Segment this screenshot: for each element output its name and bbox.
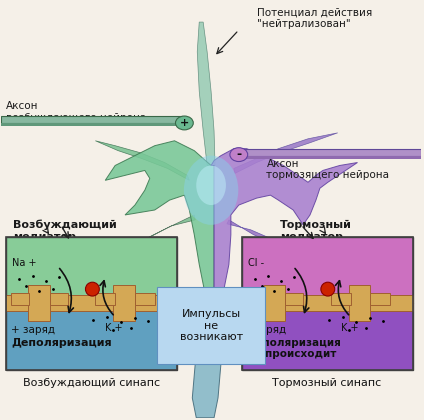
Polygon shape: [197, 22, 215, 165]
Ellipse shape: [184, 155, 238, 225]
Text: +: +: [180, 118, 189, 128]
FancyBboxPatch shape: [95, 293, 115, 305]
FancyBboxPatch shape: [242, 295, 413, 311]
Polygon shape: [105, 141, 214, 289]
Text: -: -: [236, 148, 241, 161]
Ellipse shape: [176, 116, 193, 130]
FancyBboxPatch shape: [11, 293, 29, 305]
FancyBboxPatch shape: [6, 295, 178, 311]
Text: - заряд: - заряд: [247, 325, 286, 335]
Text: + заряд: + заряд: [11, 325, 55, 335]
Text: Деполяризация: Деполяризация: [11, 338, 112, 348]
Polygon shape: [95, 141, 190, 180]
Polygon shape: [100, 215, 195, 257]
Text: Аксон
тормозящего нейрона: Аксон тормозящего нейрона: [266, 159, 390, 180]
Text: Na +: Na +: [12, 258, 37, 268]
Text: Потенциал действия
"нейтрализован": Потенциал действия "нейтрализован": [257, 7, 372, 29]
FancyBboxPatch shape: [242, 303, 413, 370]
FancyBboxPatch shape: [50, 293, 68, 305]
Circle shape: [86, 282, 99, 296]
FancyBboxPatch shape: [6, 237, 178, 303]
Circle shape: [321, 282, 335, 296]
FancyBboxPatch shape: [6, 303, 178, 370]
FancyBboxPatch shape: [135, 293, 155, 305]
Text: Тормозный синапс: Тормозный синапс: [272, 378, 382, 388]
Polygon shape: [192, 294, 221, 418]
FancyBboxPatch shape: [331, 293, 351, 305]
Polygon shape: [234, 133, 338, 173]
Text: Аксон
возбуждающего нейрона: Аксон возбуждающего нейрона: [6, 101, 147, 123]
Polygon shape: [227, 220, 318, 255]
Ellipse shape: [230, 148, 248, 162]
Text: Cl -: Cl -: [248, 258, 264, 268]
FancyBboxPatch shape: [241, 149, 421, 155]
FancyBboxPatch shape: [1, 116, 182, 123]
Text: Тормозный
медиатор: Тормозный медиатор: [280, 220, 352, 242]
FancyBboxPatch shape: [242, 237, 413, 303]
FancyBboxPatch shape: [247, 293, 265, 305]
FancyBboxPatch shape: [241, 155, 421, 159]
FancyBboxPatch shape: [285, 293, 303, 305]
FancyBboxPatch shape: [349, 285, 370, 321]
Text: Возбуждающий
медиатор: Возбуждающий медиатор: [13, 220, 117, 242]
Text: K +: K +: [105, 323, 123, 333]
Text: K +: K +: [340, 323, 358, 333]
Text: Импульсы
не
возникают: Импульсы не возникают: [179, 309, 243, 342]
FancyBboxPatch shape: [28, 285, 50, 321]
FancyBboxPatch shape: [113, 285, 135, 321]
FancyBboxPatch shape: [370, 293, 390, 305]
Polygon shape: [211, 149, 357, 289]
FancyBboxPatch shape: [1, 123, 182, 126]
Text: Деполяризация
не происходит: Деполяризация не происходит: [247, 338, 342, 359]
Text: Возбуждающий синапс: Возбуждающий синапс: [23, 378, 160, 388]
FancyBboxPatch shape: [263, 285, 285, 321]
Ellipse shape: [196, 165, 226, 205]
